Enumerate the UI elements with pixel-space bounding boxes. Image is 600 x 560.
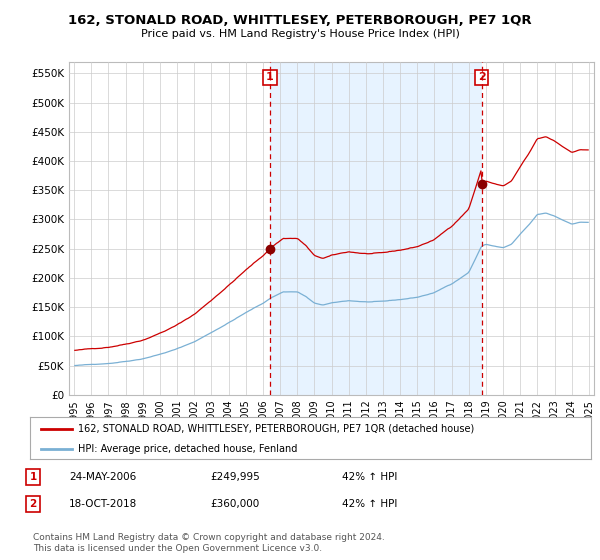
Text: 24-MAY-2006: 24-MAY-2006: [69, 472, 136, 482]
Text: HPI: Average price, detached house, Fenland: HPI: Average price, detached house, Fenl…: [77, 444, 297, 454]
Text: 162, STONALD ROAD, WHITTLESEY, PETERBOROUGH, PE7 1QR (detached house): 162, STONALD ROAD, WHITTLESEY, PETERBORO…: [77, 423, 474, 433]
Bar: [270, 62, 482, 395]
Text: £360,000: £360,000: [210, 499, 259, 509]
Text: 18-OCT-2018: 18-OCT-2018: [69, 499, 137, 509]
Text: 42% ↑ HPI: 42% ↑ HPI: [342, 472, 397, 482]
Text: 162, STONALD ROAD, WHITTLESEY, PETERBOROUGH, PE7 1QR: 162, STONALD ROAD, WHITTLESEY, PETERBORO…: [68, 14, 532, 27]
Text: 42% ↑ HPI: 42% ↑ HPI: [342, 499, 397, 509]
Text: 2: 2: [478, 72, 485, 82]
Text: 1: 1: [266, 72, 274, 82]
Text: 2: 2: [29, 499, 37, 509]
Text: Contains HM Land Registry data © Crown copyright and database right 2024.
This d: Contains HM Land Registry data © Crown c…: [33, 533, 385, 553]
Text: 1: 1: [29, 472, 37, 482]
Text: £249,995: £249,995: [210, 472, 260, 482]
Text: Price paid vs. HM Land Registry's House Price Index (HPI): Price paid vs. HM Land Registry's House …: [140, 29, 460, 39]
